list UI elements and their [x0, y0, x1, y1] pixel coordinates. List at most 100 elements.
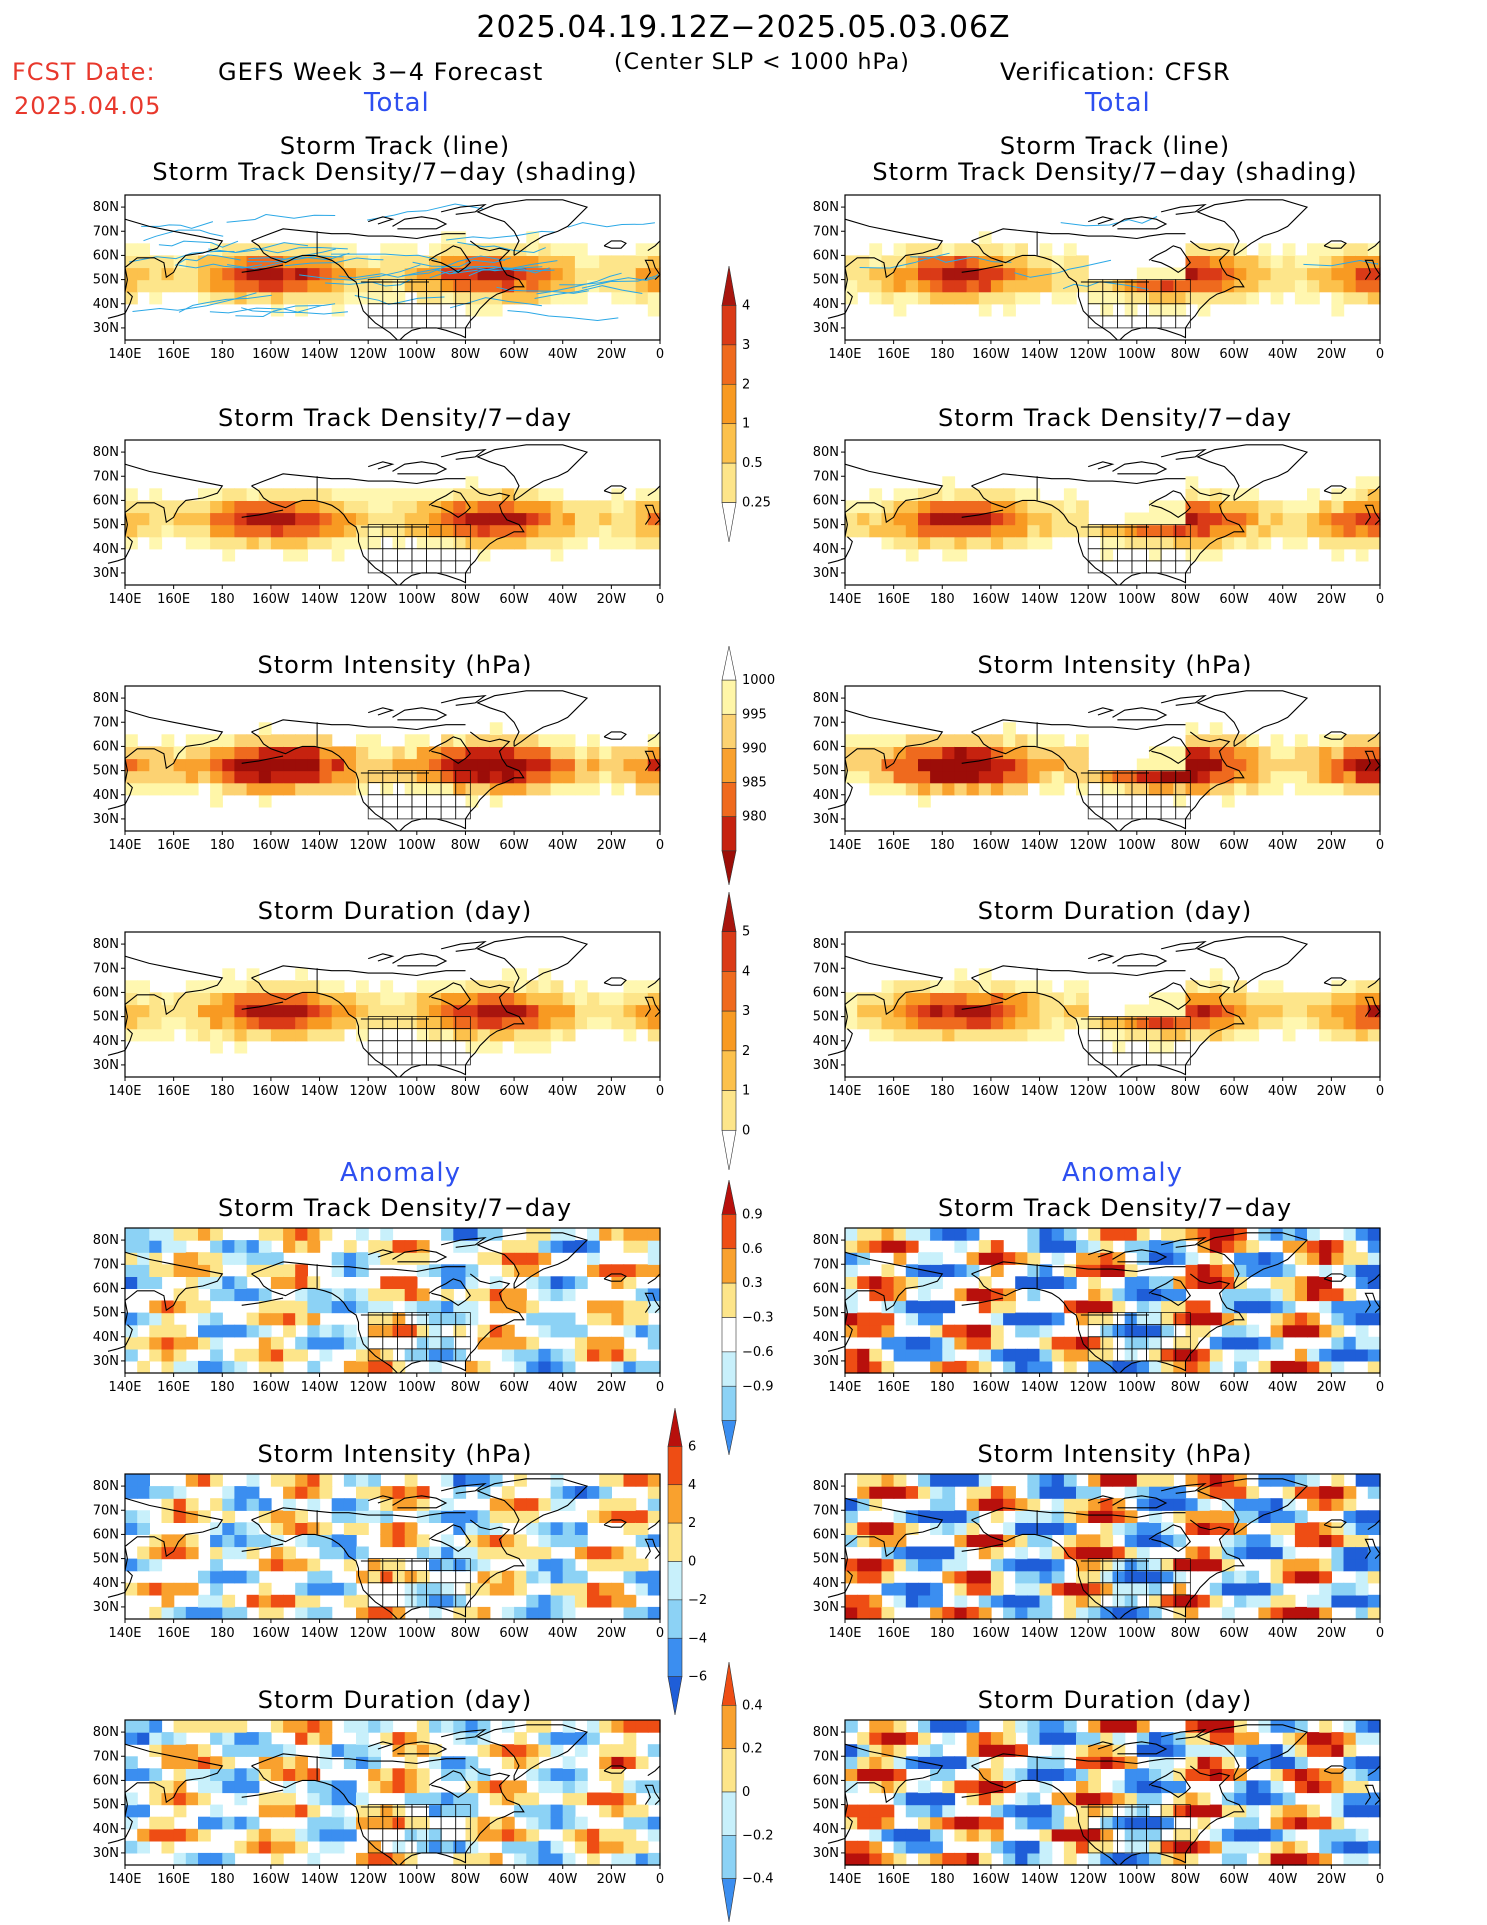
lat-tick-label: 80N: [813, 1233, 839, 1248]
lat-tick-label: 70N: [813, 224, 839, 239]
lat-tick-label: 60N: [93, 1773, 119, 1788]
lon-tick-label: 140E: [828, 838, 861, 853]
lat-tick-label: 70N: [813, 469, 839, 484]
lon-tick-label: 160E: [877, 838, 910, 853]
lon-tick-label: 160W: [972, 347, 1010, 362]
forecast-label: GEFS Week 3−4 Forecast: [218, 58, 544, 86]
lon-tick-label: 160E: [157, 347, 190, 362]
lon-tick-label: 40W: [1268, 1872, 1298, 1887]
lon-tick-label: 140E: [828, 1872, 861, 1887]
lat-tick-label: 60N: [93, 739, 119, 754]
lon-tick-label: 180: [930, 1380, 955, 1395]
lat-tick-label: 50N: [813, 1010, 839, 1025]
lon-tick-label: 60W: [1219, 347, 1249, 362]
lon-tick-label: 80W: [1171, 1872, 1201, 1887]
lon-tick-label: 180: [930, 1084, 955, 1099]
lat-tick-label: 80N: [813, 937, 839, 952]
lat-tick-label: 40N: [93, 297, 119, 312]
lon-tick-label: 60W: [499, 1084, 529, 1099]
lat-tick-label: 40N: [813, 1330, 839, 1345]
title-l7: Storm Duration (day): [257, 1686, 533, 1714]
colorbar-tick-label: 4: [742, 298, 750, 313]
lon-tick-label: 140W: [1021, 592, 1059, 607]
lon-tick-label: 120W: [349, 592, 387, 607]
lat-tick-label: 30N: [93, 1354, 119, 1369]
title-l1a: Storm Track (line): [279, 132, 511, 160]
lon-tick-label: 40W: [1268, 1626, 1298, 1641]
colorbar-tick-label: −4: [688, 1631, 707, 1646]
title-l3: Storm Intensity (hPa): [257, 651, 533, 679]
lon-tick-label: 180: [930, 592, 955, 607]
lon-tick-label: 180: [210, 347, 235, 362]
lat-tick-label: 30N: [93, 1846, 119, 1861]
colorbar-tick-label: 985: [742, 776, 767, 791]
title-l5: Storm Track Density/7−day: [217, 1194, 573, 1222]
lat-tick-label: 30N: [93, 812, 119, 827]
lon-tick-label: 140E: [828, 1084, 861, 1099]
lon-tick-label: 160E: [877, 1626, 910, 1641]
lon-tick-label: 140W: [1021, 347, 1059, 362]
lon-tick-label: 180: [930, 1626, 955, 1641]
lon-tick-label: 60W: [499, 1380, 529, 1395]
colorbar-tick-label: 0.4: [742, 1698, 763, 1713]
lon-tick-label: 120W: [1069, 347, 1107, 362]
lat-tick-label: 40N: [813, 788, 839, 803]
map-panel-7-right: 80N 70N 60N 50N 40N 30N 140E 160E 180 160W 140W 120…: [813, 1719, 1384, 1887]
lon-tick-label: 180: [930, 838, 955, 853]
lon-tick-label: 160E: [157, 1626, 190, 1641]
section-total-left: Total: [364, 88, 430, 118]
lon-tick-label: 40W: [1268, 1084, 1298, 1099]
lon-tick-label: 140W: [1021, 1626, 1059, 1641]
verification-label: Verification: CFSR: [1000, 58, 1231, 86]
lon-tick-label: 180: [210, 1626, 235, 1641]
lon-tick-label: 40W: [548, 838, 578, 853]
lon-tick-label: 20W: [1317, 1872, 1347, 1887]
lon-tick-label: 160W: [252, 838, 290, 853]
lon-tick-label: 120W: [1069, 1084, 1107, 1099]
lat-tick-label: 70N: [93, 1503, 119, 1518]
lon-tick-label: 180: [210, 1872, 235, 1887]
lon-tick-label: 100W: [398, 1626, 436, 1641]
lon-tick-label: 180: [930, 1872, 955, 1887]
lon-tick-label: 80W: [1171, 1380, 1201, 1395]
lat-tick-label: 70N: [813, 1257, 839, 1272]
lon-tick-label: 120W: [349, 1872, 387, 1887]
lon-tick-label: 120W: [349, 347, 387, 362]
lon-tick-label: 160E: [157, 1380, 190, 1395]
lon-tick-label: 180: [930, 347, 955, 362]
lon-tick-label: 140W: [1021, 1380, 1059, 1395]
lat-tick-label: 50N: [813, 273, 839, 288]
lat-tick-label: 80N: [813, 691, 839, 706]
title-r3: Storm Intensity (hPa): [977, 651, 1253, 679]
lon-tick-label: 160W: [972, 1084, 1010, 1099]
lon-tick-label: 40W: [548, 1626, 578, 1641]
colorbar-tick-label: 1: [742, 417, 750, 432]
lon-tick-label: 20W: [597, 1626, 627, 1641]
lon-tick-label: 80W: [451, 838, 481, 853]
date-range-title: 2025.04.19.12Z−2025.05.03.06Z: [476, 10, 1011, 45]
lon-tick-label: 0: [656, 1872, 664, 1887]
map-panel-4-right: 80N 70N 60N 50N 40N 30N 140E 160E 180 160W 140W 120…: [813, 931, 1384, 1099]
lon-tick-label: 160W: [252, 592, 290, 607]
lat-tick-label: 40N: [93, 1576, 119, 1591]
map-panel-1-right: 80N 70N 60N 50N 40N 30N 140E 160E 180 160W 140W 120…: [813, 194, 1384, 362]
map-panel-1-left: 80N 70N 60N 50N 40N 30N 140E 160E 180 160W 140W 120…: [93, 194, 664, 362]
lon-tick-label: 140E: [828, 592, 861, 607]
lat-tick-label: 80N: [93, 1233, 119, 1248]
lon-tick-label: 140W: [301, 1084, 339, 1099]
lon-tick-label: 120W: [1069, 1872, 1107, 1887]
lon-tick-label: 120W: [1069, 838, 1107, 853]
map-panel-3-left: 80N 70N 60N 50N 40N 30N 140E 160E 180 160W 140W 120…: [93, 685, 664, 853]
colorbar-tick-label: 3: [742, 1004, 750, 1019]
lat-tick-label: 70N: [93, 961, 119, 976]
title-r7: Storm Duration (day): [977, 1686, 1253, 1714]
lat-tick-label: 30N: [813, 1058, 839, 1073]
lon-tick-label: 140W: [301, 838, 339, 853]
lon-tick-label: 40W: [548, 1084, 578, 1099]
lat-tick-label: 60N: [93, 1527, 119, 1542]
lon-tick-label: 20W: [597, 1872, 627, 1887]
lon-tick-label: 80W: [451, 1626, 481, 1641]
lat-tick-label: 40N: [93, 542, 119, 557]
map-panel-3-right: 80N 70N 60N 50N 40N 30N 140E 160E 180 160W 140W 120…: [813, 685, 1384, 853]
map-panel-4-left: 80N 70N 60N 50N 40N 30N 140E 160E 180 160W 140W 120…: [93, 931, 664, 1099]
